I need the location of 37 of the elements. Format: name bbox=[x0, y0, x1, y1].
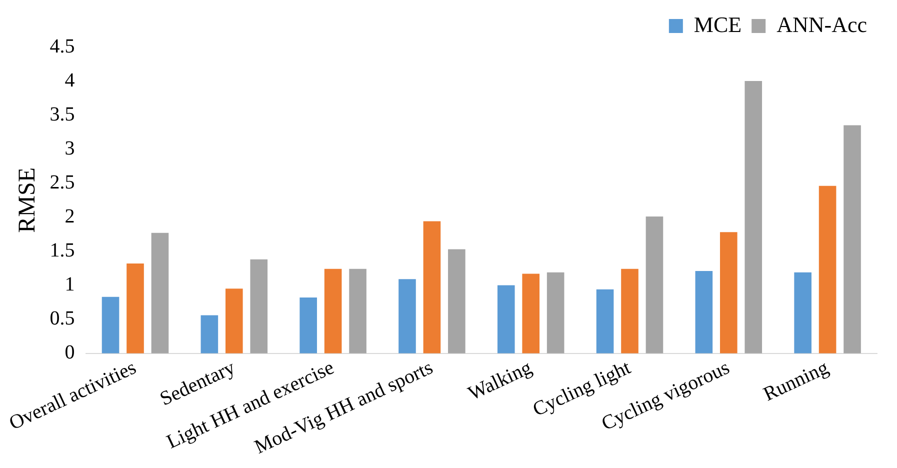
bar bbox=[522, 274, 540, 354]
bar bbox=[398, 279, 416, 354]
bar bbox=[300, 298, 317, 354]
y-tick-label: 4.5 bbox=[50, 35, 75, 58]
y-axis-title: RMSE bbox=[14, 167, 41, 233]
bar bbox=[844, 125, 861, 354]
bar bbox=[126, 263, 144, 354]
bar bbox=[818, 186, 836, 354]
bar bbox=[720, 232, 738, 354]
y-tick-label: 1 bbox=[64, 274, 75, 296]
bar bbox=[324, 268, 342, 354]
bar bbox=[250, 259, 268, 354]
y-tick-label: 1.5 bbox=[50, 239, 75, 262]
y-tick-label: 4 bbox=[64, 69, 75, 92]
bar bbox=[423, 221, 441, 354]
bar bbox=[794, 272, 812, 354]
bar bbox=[151, 232, 169, 354]
bar bbox=[497, 285, 515, 354]
y-tick-label: 0.5 bbox=[50, 308, 75, 330]
y-tick-label: 2 bbox=[64, 205, 75, 228]
bar bbox=[349, 268, 366, 354]
bar bbox=[546, 272, 564, 354]
bar bbox=[695, 270, 713, 354]
y-tick-label: 0 bbox=[64, 342, 75, 364]
bar bbox=[102, 296, 120, 354]
legend-label: MCE bbox=[694, 12, 742, 37]
legend-label: ANN-Acc bbox=[776, 12, 868, 37]
bar bbox=[621, 268, 638, 354]
bar bbox=[744, 81, 762, 354]
y-tick-label: 3 bbox=[64, 137, 75, 160]
bar bbox=[646, 216, 664, 354]
y-tick-label: 3.5 bbox=[50, 103, 75, 126]
bar bbox=[225, 288, 243, 354]
bar bbox=[596, 289, 614, 354]
y-tick-label: 2.5 bbox=[50, 171, 75, 194]
bar bbox=[448, 249, 466, 354]
bar bbox=[200, 315, 218, 354]
